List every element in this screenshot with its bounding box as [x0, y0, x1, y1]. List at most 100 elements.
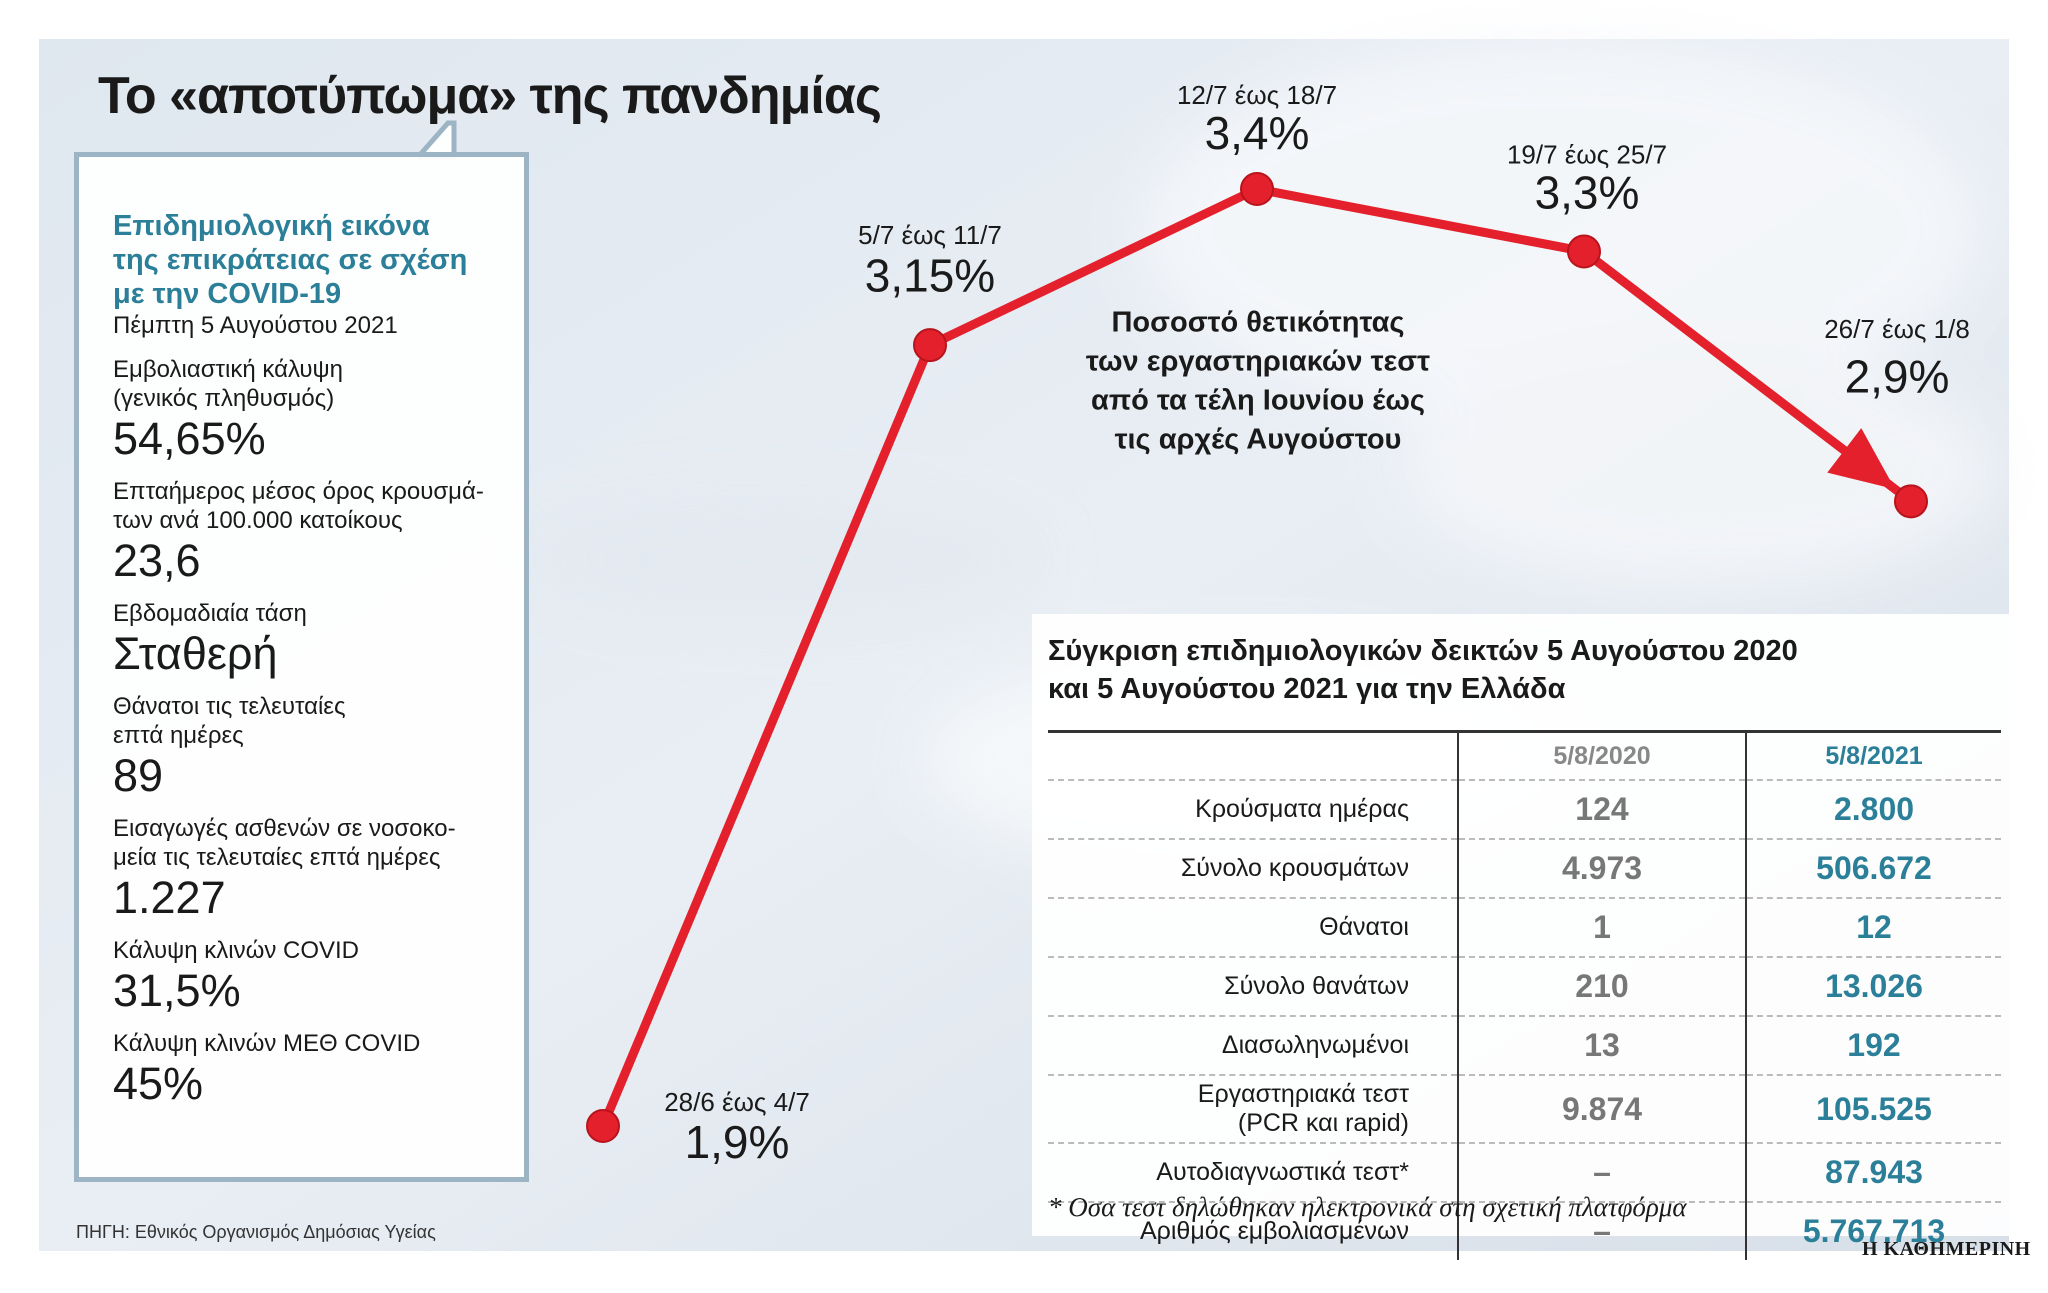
indicator-label: Εβδομαδιαία τάση [113, 600, 307, 627]
indicator-label: μεία τις τελευταίες επτά ημέρες [113, 844, 441, 871]
row-label-line: Κρούσματα ημέρας [1195, 795, 1409, 823]
row-label-line: Αριθμός εμβολιασμένων [1139, 1217, 1409, 1245]
row-label-line: Εργαστηριακά τεστ [1197, 1080, 1409, 1108]
row-label-line: (PCR και rapid) [1237, 1109, 1409, 1137]
cell-value: 506.672 [1745, 838, 2001, 898]
cell-value: 192 [1745, 1015, 2001, 1075]
row-label: Εργαστηριακά τεστ (PCR και rapid) [1048, 1074, 1458, 1143]
point-category: 26/7 έως 1/8 [1824, 314, 1970, 344]
row-label: Κρούσματα ημέρας [1048, 779, 1458, 839]
indicator-value: 54,65% [113, 413, 266, 464]
point-category: 28/6 έως 4/7 [664, 1087, 810, 1117]
panel-heading: με την COVID-19 [113, 278, 342, 310]
cell-value: 87.943 [1745, 1142, 2001, 1202]
indicator-value: 23,6 [113, 535, 201, 586]
point-value: 1,9% [685, 1116, 790, 1168]
table-row: Θάνατοι 1 12 [1048, 897, 2001, 957]
indicator-value: 45% [113, 1058, 204, 1109]
indicator-label: Κάλυψη κλινών ΜΕΘ COVID [113, 1030, 421, 1057]
row-label: Σύνολο θανάτων [1048, 956, 1458, 1016]
row-label: Σύνολο κρουσμάτων [1048, 838, 1458, 898]
title: Το «αποτύπωμα» της πανδημίας [98, 67, 882, 125]
point-value: 3,4% [1205, 107, 1310, 159]
comparison-table: 5/8/2020 5/8/2021 Κρούσματα ημέρας 124 2.800… [1048, 730, 2001, 1260]
panel-heading: της επικράτειας σε σχέση [113, 244, 468, 276]
indicator-label: Επταήμερος μέσος όρος κρουσμά- [113, 478, 484, 505]
row-label-line: Σύνολο κρουσμάτων [1180, 854, 1409, 882]
panel-heading: Επιδημιολογική εικόνα [113, 210, 430, 242]
cell-value: 210 [1457, 956, 1746, 1016]
table-row: Αυτοδιαγνωστικά τεστ* –87.943 [1048, 1142, 2001, 1202]
indicator-label: Εμβολιαστική κάλυψη [113, 356, 343, 383]
chart-annotation: των εργαστηριακών τεστ [1086, 346, 1430, 378]
line-chart: 28/6 έως 4/71,9% 5/7 έως 11/73,15% 12/7 έω… [586, 80, 1970, 1168]
data-point [586, 1109, 620, 1143]
point-category: 19/7 έως 25/7 [1507, 139, 1667, 169]
data-point [1240, 172, 1274, 206]
table-row: Διασωληνωμένοι 13 192 [1048, 1015, 2001, 1075]
indicator-value: 31,5% [113, 965, 241, 1016]
table-row: Σύνολο κρουσμάτων 4.973 506.672 [1048, 838, 2001, 898]
cell-value: – [1457, 1142, 1746, 1202]
chart-annotation: Ποσοστό θετικότητας [1111, 307, 1404, 339]
brand: Η ΚΑΘΗΜΕΡΙΝΗ [1862, 1238, 2031, 1260]
point-value: 3,15% [865, 249, 995, 301]
cell-value: 9.874 [1457, 1074, 1746, 1143]
table-row: Αριθμός εμβολιασμένων –5.767.713 [1048, 1201, 2001, 1260]
row-label: Διασωληνωμένοι [1048, 1015, 1458, 1075]
row-label: Αριθμός εμβολιασμένων [1048, 1201, 1458, 1260]
indicator-value: 1.227 [113, 872, 226, 923]
chart-annotation: τις αρχές Αυγούστου [1115, 424, 1402, 456]
indicator-value: Σταθερή [113, 628, 278, 679]
data-point [913, 328, 947, 363]
cell-value: – [1457, 1201, 1746, 1260]
panel-date: Πέμπτη 5 Αυγούστου 2021 [113, 312, 398, 339]
cell-value: 1 [1457, 897, 1746, 957]
cell-value: 5.767.713 [1745, 1201, 2001, 1260]
point-category: 5/7 έως 11/7 [858, 220, 1002, 250]
point-category: 12/7 έως 18/7 [1177, 80, 1337, 110]
indicator-label: (γενικός πληθυσμός) [113, 385, 335, 412]
cell-value: 2.800 [1745, 779, 2001, 839]
cell-value: 124 [1457, 779, 1746, 839]
table-title-line: και 5 Αυγούστου 2021 για την Ελλάδα [1048, 673, 1566, 705]
row-label-line: Θάνατοι [1319, 913, 1409, 941]
point-value: 2,9% [1845, 350, 1950, 402]
table-title-line: Σύγκριση επιδημιολογικών δεικτών 5 Αυγού… [1048, 635, 1798, 667]
info-panel: Επιδημιολογική εικόνα της επικράτειας σε … [74, 152, 529, 1182]
header-spacer [1048, 732, 1458, 781]
indicator-label: των ανά 100.000 κατοίκους [113, 507, 403, 534]
row-label-line: Σύνολο θανάτων [1224, 972, 1409, 1000]
row-label-line: Διασωληνωμένοι [1221, 1031, 1409, 1059]
point-value: 3,3% [1535, 167, 1640, 219]
cell-value: 4.973 [1457, 838, 1746, 898]
indicator-label: Θάνατοι τις τελευταίες [113, 693, 346, 720]
arrowhead [1827, 428, 1896, 490]
footnote: * Οσα τεστ δηλώθηκαν ηλεκτρονικά στη σχε… [1048, 1192, 1687, 1222]
indicator-label: επτά ημέρες [113, 722, 244, 749]
cell-value: 13.026 [1745, 956, 2001, 1016]
cell-value: 13 [1457, 1015, 1746, 1075]
table-row: Κρούσματα ημέρας 124 2.800 [1048, 779, 2001, 839]
data-point [1567, 234, 1601, 269]
chart-annotation: από τα τέλη Ιουνίου έως [1091, 385, 1425, 417]
table-row: Σύνολο θανάτων 210 13.026 [1048, 956, 2001, 1016]
indicator-value: 89 [113, 750, 164, 801]
row-label: Θάνατοι [1048, 897, 1458, 957]
indicator-label: Κάλυψη κλινών COVID [113, 937, 360, 964]
table-row: Εργαστηριακά τεστ (PCR και rapid) 9.874 105… [1048, 1074, 2001, 1143]
comparison-table-box: Σύγκριση επιδημιολογικών δεικτών 5 Αυγού… [1032, 614, 2009, 1260]
cell-value: 105.525 [1745, 1074, 2001, 1143]
column-header: 5/8/2021 [1745, 731, 2001, 780]
header-row: 5/8/2020 5/8/2021 [1048, 731, 2001, 781]
row-label: Αυτοδιαγνωστικά τεστ* [1048, 1142, 1458, 1202]
indicator-label: Εισαγωγές ασθενών σε νοσοκο- [113, 815, 456, 842]
cell-value: 12 [1745, 897, 2001, 957]
data-point [1894, 484, 1928, 519]
column-header: 5/8/2020 [1457, 731, 1746, 780]
row-label-line: Αυτοδιαγνωστικά τεστ* [1156, 1158, 1409, 1186]
table-title: Σύγκριση επιδημιολογικών δεικτών 5 Αυγού… [1048, 632, 1997, 708]
source: ΠΗΓΗ: Εθνικός Οργανισμός Δημόσιας Υγείας [76, 1222, 436, 1242]
